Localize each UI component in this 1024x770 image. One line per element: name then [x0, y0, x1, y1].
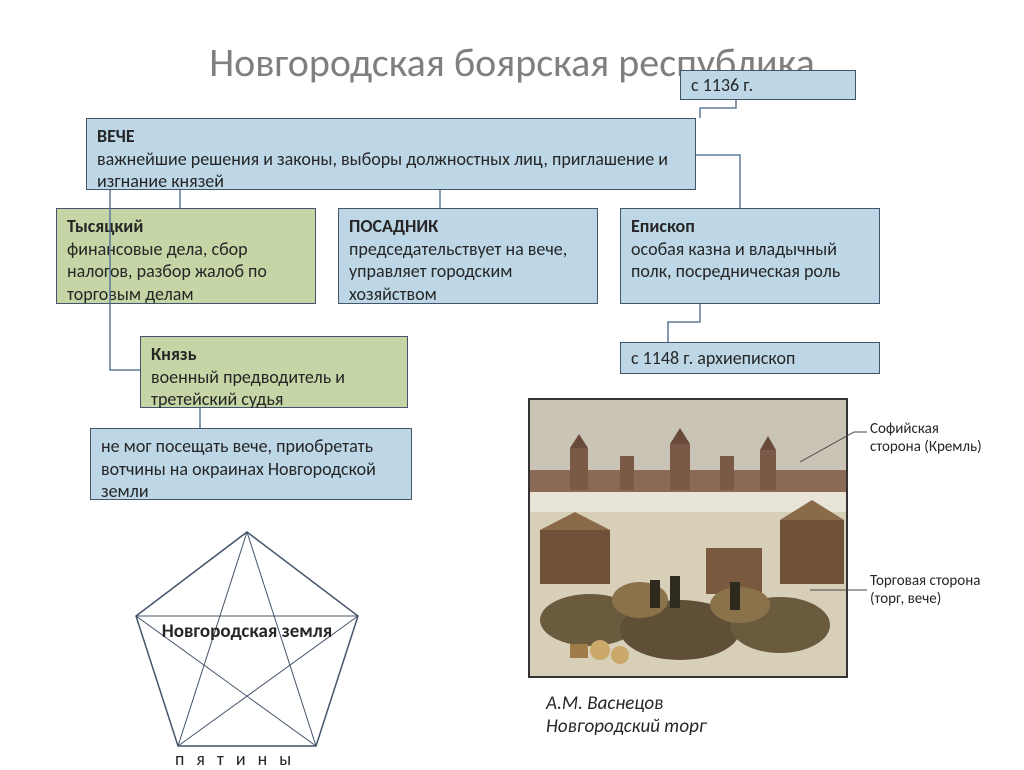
- caption-title: Новгородский торг: [546, 715, 707, 738]
- posadnik-text: председательствует на вече, управляет го…: [349, 238, 587, 306]
- episkop-title: Епископ: [631, 215, 869, 238]
- image-caption: А.М. Васнецов Новгородский торг: [546, 692, 707, 738]
- knyaz-text: военный предводитель и третейский судья: [151, 366, 397, 411]
- anno-sofia: Софийская сторона (Кремль): [870, 420, 990, 456]
- knyaz-restrict-box: не мог посещать вече, приобретать вотчин…: [90, 428, 412, 500]
- pentagon-label: Новгородская земля: [152, 620, 342, 643]
- archbishop-text: с 1148 г. архиепископ: [631, 347, 795, 369]
- knyaz-box: Князь военный предводитель и третейский …: [140, 336, 408, 408]
- caption-author: А.М. Васнецов: [546, 692, 707, 715]
- knyaz-restrict-text: не мог посещать вече, приобретать вотчин…: [101, 435, 401, 503]
- tysyatsky-text: финансовые дела, сбор налогов, разбор жа…: [67, 238, 305, 306]
- episkop-text: особая казна и владычный полк, посреднич…: [631, 238, 869, 283]
- knyaz-title: Князь: [151, 343, 397, 366]
- veche-text: важнейшие решения и законы, выборы должн…: [97, 148, 685, 193]
- tysyatsky-title: Тысяцкий: [67, 215, 305, 238]
- date-box: с 1136 г.: [680, 70, 856, 100]
- date-text: с 1136 г.: [691, 74, 753, 96]
- veche-box: ВЕЧЕ важнейшие решения и законы, выборы …: [86, 118, 696, 190]
- posadnik-title: ПОСАДНИК: [349, 215, 587, 238]
- archbishop-box: с 1148 г. архиепископ: [620, 342, 880, 374]
- tysyatsky-box: Тысяцкий финансовые дела, сбор налогов, …: [56, 208, 316, 304]
- painting-image: [528, 398, 848, 678]
- anno-torg: Торговая сторона (торг, вече): [870, 572, 990, 608]
- page-title: Новгородская боярская республика: [0, 38, 1024, 87]
- land-label-1: Новгородская земля: [162, 620, 332, 643]
- posadnik-box: ПОСАДНИК председательствует на вече, упр…: [338, 208, 598, 304]
- veche-title: ВЕЧЕ: [97, 125, 685, 148]
- episkop-box: Епископ особая казна и владычный полк, п…: [620, 208, 880, 304]
